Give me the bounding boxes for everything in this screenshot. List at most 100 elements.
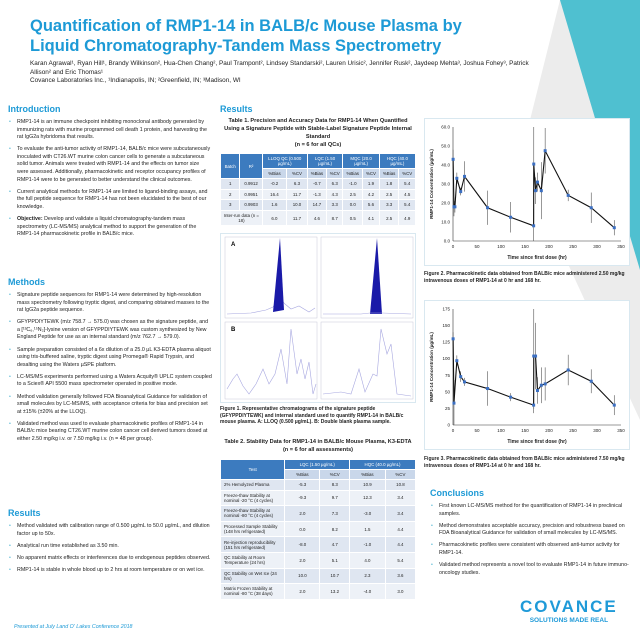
data-point	[589, 379, 593, 383]
col-header: LQC (1.50 µg/mL)	[284, 459, 351, 470]
table-cell: 10.0	[284, 567, 321, 585]
analyte-peak	[273, 238, 284, 312]
data-point	[486, 206, 490, 210]
table-cell: 3.4	[384, 505, 417, 522]
table-row: 2 0.9951 16.4 11.7 -1.3 4.3 2.5 4.2 2.5 4.5	[219, 188, 416, 201]
figure2-chart: 0 50 100 150 200 250 300 350 0.0 10.0 20.0 30.0 40.0…	[424, 118, 630, 266]
conclusions-section: Conclusions First known LC-MS/MS method …	[430, 488, 630, 582]
table-cell: -5.3	[284, 479, 321, 491]
x-tick-label: 100	[497, 428, 505, 433]
table-cell: 0.5	[342, 209, 364, 227]
poster-title: Quantification of RMP1-14 in BALB/c Mous…	[30, 17, 462, 55]
table-cell: 2	[219, 188, 241, 201]
table-cell: 12.3	[349, 489, 386, 507]
conclusion-bullet: Method demonstrates acceptable accuracy,…	[430, 523, 630, 538]
conclusions-heading: Conclusions	[430, 488, 485, 498]
methods-bullet: LC-MS/MS experiments performed using a W…	[8, 374, 212, 389]
figure2-caption: Figure 2. Pharmacokinetic data obtained …	[424, 271, 625, 284]
table-cell: 2.5	[378, 188, 400, 201]
subheader: %CV	[319, 469, 351, 480]
table-cell: 3.3	[326, 199, 344, 211]
table2-section: Table 2. Stability Data for RMP1-14 in B…	[219, 438, 417, 600]
intro-bullet: To evaluate the anti-tumor activity of R…	[8, 146, 212, 184]
data-point	[539, 189, 543, 193]
table-row: Freeze-thaw Stability at nominal -20 °C …	[219, 489, 417, 507]
objective-label: Objective:	[17, 216, 43, 223]
chromatogram-plots: A B	[224, 236, 414, 400]
y-tick-label: 25	[445, 406, 451, 411]
x-axis-label: Time since first dose (hr)	[507, 255, 567, 261]
table-cell: 8.2	[319, 520, 351, 538]
y-tick-label: 50.0	[441, 144, 450, 149]
results-bullet: No apparent matrix effects or interferen…	[8, 555, 212, 563]
data-point	[451, 337, 455, 341]
col-header: LLOQ QC (0.500 µg/mL)	[261, 153, 308, 169]
col-header: LQC (1.50 µg/mL)	[306, 153, 344, 169]
table-cell: 4.3	[326, 188, 344, 201]
table1: Batch R² LLOQ QC (0.500 µg/mL) LQC (1.50 µ…	[219, 153, 417, 227]
table-cell: 1.5	[349, 520, 386, 538]
table-cell: -0.7	[306, 178, 328, 190]
table-cell: 4.7	[319, 536, 351, 553]
introduction-section: Introduction RMP1-14 is an immune checkp…	[8, 104, 212, 243]
table-cell: 0.9903	[239, 199, 263, 211]
table-cell: -1.0	[349, 536, 386, 553]
methods-bullet: Validated method was used to evaluate ph…	[8, 421, 212, 444]
table-cell: Inter-run data (n = 18)	[220, 209, 263, 227]
results-tables-section: Results Table 1. Precision and Accuracy …	[219, 104, 417, 227]
data-point	[455, 176, 459, 180]
table-cell: 2.0	[284, 505, 321, 522]
table-cell: 0.9951	[239, 188, 263, 201]
table-cell: -1.3	[306, 188, 328, 201]
col-header: Batch	[219, 153, 241, 179]
subheader: %CV	[326, 168, 344, 179]
subheader: %Bias	[378, 168, 400, 179]
data-point	[539, 383, 543, 387]
table-cell: 0.9912	[239, 178, 263, 190]
panel-b-label: B	[231, 327, 236, 333]
y-tick-label: 175	[442, 307, 450, 312]
subheader: %CV	[398, 168, 416, 179]
table-cell: 3.6	[384, 567, 417, 585]
table-cell: 1.8	[378, 178, 400, 190]
col-header: MQC (20.0 µg/mL)	[342, 153, 380, 169]
subheader: %CV	[384, 469, 417, 480]
subheader: %CV	[362, 168, 380, 179]
x-tick-label: 350	[617, 428, 625, 433]
data-point	[612, 403, 616, 407]
table-cell: 4.6	[306, 209, 328, 227]
col-header: HQC (40.0 µg/mL)	[349, 459, 416, 470]
y-tick-label: 0.0	[444, 239, 451, 244]
subheader: %Bias	[284, 469, 321, 480]
table-cell: -8.0	[284, 536, 321, 553]
data-point	[543, 149, 547, 153]
table-cell: 5.6	[362, 199, 380, 211]
data-point	[532, 354, 536, 358]
results-bullet: Analytical run time established as 3.50 …	[8, 543, 212, 551]
table-cell: 16.4	[261, 188, 288, 201]
logo-name: COVANCE	[520, 597, 618, 616]
y-tick-label: 75	[445, 373, 451, 378]
data-point	[452, 401, 456, 405]
table-row: Processed Sample Stability (148 hrs refr…	[219, 520, 417, 538]
table-cell: 10.0	[286, 199, 308, 211]
x-tick-label: 50	[474, 244, 480, 249]
y-tick-label: 0	[447, 423, 450, 428]
table-cell: Freeze-thaw Stability at nominal -80 °C …	[219, 505, 286, 522]
author-block: Karan Agrawal¹, Ryan Hill¹, Brandy Wilki…	[30, 60, 550, 86]
table-cell: 1.6	[261, 199, 288, 211]
data-point	[543, 382, 547, 386]
methods-bullet: Signature peptide sequences for RMP1-14 …	[8, 292, 212, 315]
data-point	[463, 174, 467, 178]
table-cell: 4.1	[362, 209, 380, 227]
y-tick-label: 100	[442, 356, 450, 361]
table-cell: 2.0	[284, 551, 321, 569]
data-point	[463, 380, 467, 384]
x-tick-label: 0	[452, 428, 455, 433]
y-tick-label: 30.0	[441, 182, 450, 187]
table-cell: 4.5	[398, 188, 416, 201]
table-cell: 11.7	[286, 188, 308, 201]
col-header: Test	[219, 459, 286, 480]
x-tick-label: 250	[569, 244, 577, 249]
table-cell: 3.4	[384, 489, 417, 507]
